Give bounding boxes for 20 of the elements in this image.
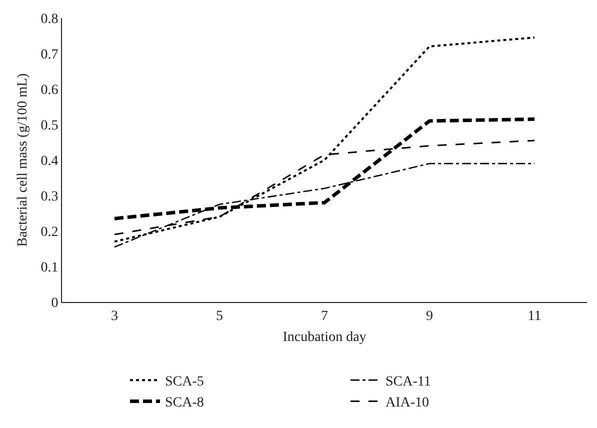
legend-label: SCA-8 bbox=[165, 396, 204, 411]
x-tick-label: 7 bbox=[321, 308, 328, 324]
y-tick-label: 0.8 bbox=[40, 12, 58, 27]
y-tick-label: 0.5 bbox=[40, 118, 58, 134]
y-tick-label: 0.1 bbox=[40, 260, 58, 276]
legend-label: SCA-5 bbox=[165, 374, 204, 390]
x-axis-title: Incubation day bbox=[282, 330, 366, 346]
y-tick-label: 0.7 bbox=[40, 47, 58, 62]
y-tick-label: 0.3 bbox=[40, 189, 58, 204]
x-tick-label: 11 bbox=[528, 308, 542, 324]
legend-label: SCA-11 bbox=[386, 374, 431, 390]
legend-label: AIA-10 bbox=[386, 396, 430, 411]
x-tick-label: 3 bbox=[111, 308, 118, 324]
y-tick-label: 0 bbox=[51, 296, 58, 311]
y-tick-label: 0.2 bbox=[40, 224, 58, 240]
y-axis-title: Bacterial cell mass (g/100 mL) bbox=[15, 72, 30, 247]
x-tick-label: 5 bbox=[216, 308, 223, 324]
y-tick-label: 0.6 bbox=[40, 82, 58, 98]
y-tick-label: 0.4 bbox=[40, 154, 58, 169]
x-tick-label: 9 bbox=[426, 308, 433, 324]
